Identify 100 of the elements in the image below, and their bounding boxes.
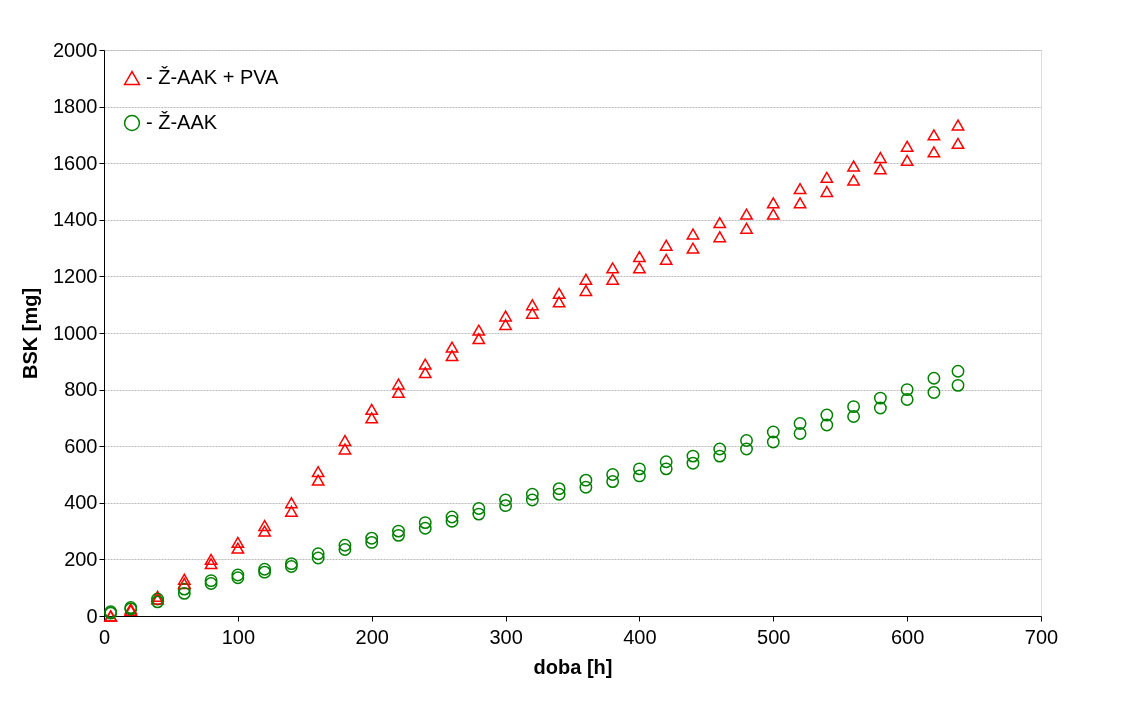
point (204, 557, 218, 570)
point (793, 427, 807, 440)
point (686, 449, 700, 463)
y-tick-label: 2000 (53, 38, 98, 61)
point (900, 393, 914, 406)
point (766, 197, 780, 209)
y-tick-label: 600 (64, 434, 98, 457)
point (820, 171, 834, 184)
point (472, 324, 486, 336)
point (713, 216, 727, 229)
point (499, 310, 513, 322)
y-tick-label: 200 (64, 547, 98, 570)
y-tick-label: 1600 (53, 151, 98, 174)
point (951, 137, 965, 150)
point (499, 493, 513, 507)
point (713, 231, 727, 243)
point (820, 418, 834, 432)
point (659, 455, 673, 469)
point (686, 228, 700, 240)
point (258, 519, 272, 532)
point (258, 525, 272, 537)
y-tick-label: 400 (64, 491, 98, 514)
y-tick-label: 0 (86, 604, 98, 627)
point (686, 456, 700, 470)
y-tick-label: 1800 (53, 95, 98, 118)
point (525, 487, 539, 501)
point (632, 462, 646, 476)
x-tick-label: 400 (623, 625, 657, 648)
point (927, 385, 941, 399)
point (766, 208, 780, 220)
point (177, 586, 191, 600)
point (847, 160, 861, 172)
point (820, 408, 834, 422)
point (873, 401, 887, 415)
point (900, 140, 914, 152)
point (472, 332, 486, 345)
point (365, 535, 379, 549)
point (499, 499, 513, 513)
point (847, 174, 861, 186)
point (472, 502, 486, 515)
y-tick-label: 1200 (53, 264, 98, 287)
point (632, 250, 646, 263)
point (311, 465, 325, 478)
point (392, 524, 405, 538)
point (365, 412, 379, 424)
point (177, 582, 191, 596)
point (311, 547, 325, 561)
point (927, 129, 941, 141)
point (632, 262, 646, 274)
point (606, 273, 620, 285)
point (231, 536, 245, 549)
point (418, 358, 432, 370)
x-tick-label: 700 (1024, 625, 1059, 648)
point (525, 493, 539, 507)
point (392, 386, 405, 399)
point (418, 366, 432, 379)
point (766, 435, 780, 449)
point (713, 442, 727, 456)
point (525, 299, 539, 311)
x-tick-label: 300 (489, 625, 523, 648)
legend-label: - Ž-AAK (146, 111, 218, 133)
point (284, 497, 298, 509)
point (579, 273, 593, 285)
point (552, 487, 566, 501)
point (579, 284, 593, 297)
point (606, 475, 620, 489)
point (951, 364, 965, 378)
x-tick-label: 100 (221, 625, 256, 648)
point (740, 442, 753, 456)
point (873, 151, 887, 164)
point (927, 371, 941, 385)
point (579, 473, 593, 487)
point (365, 403, 379, 416)
point (740, 434, 753, 447)
point (951, 119, 965, 131)
point (552, 482, 566, 496)
x-tick-label: 500 (757, 625, 791, 648)
point (552, 287, 566, 300)
point (338, 434, 352, 447)
x-tick-label: 200 (355, 625, 389, 648)
point (525, 307, 539, 319)
point (579, 480, 593, 494)
point (927, 146, 941, 158)
point (418, 516, 432, 530)
point (365, 531, 379, 545)
point (445, 510, 459, 524)
point (847, 400, 861, 414)
point (847, 410, 861, 423)
point (740, 222, 753, 234)
point (392, 378, 405, 390)
point (659, 253, 673, 266)
point (793, 197, 807, 209)
y-tick-label: 1400 (53, 208, 98, 231)
y-tick-label: 1000 (53, 321, 98, 344)
point (311, 474, 325, 486)
point (338, 443, 352, 455)
point (311, 551, 325, 565)
point (793, 417, 807, 430)
point (659, 462, 673, 476)
point (873, 163, 887, 175)
